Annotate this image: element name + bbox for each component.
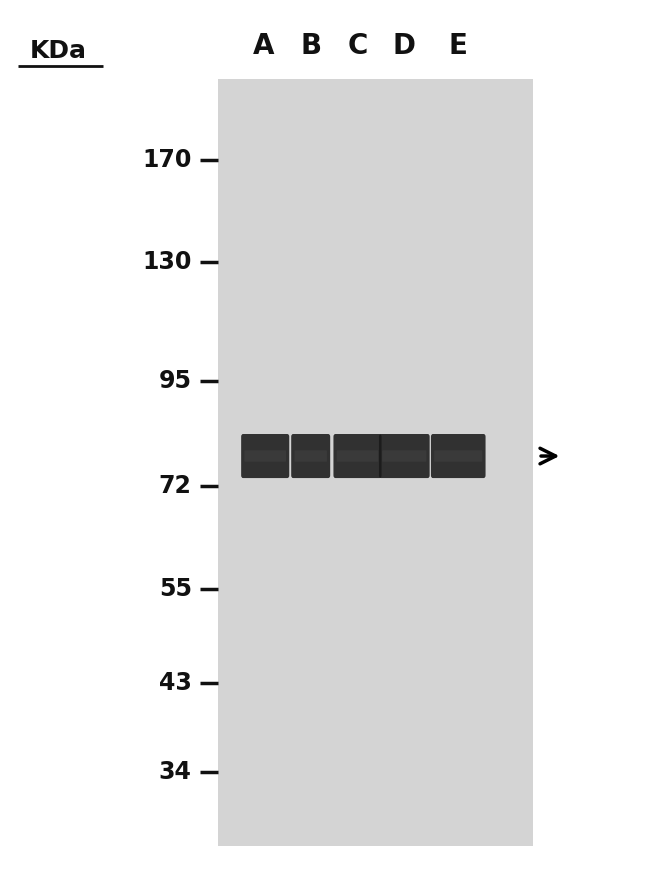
FancyBboxPatch shape <box>382 450 426 462</box>
Text: 43: 43 <box>159 670 192 694</box>
Text: KDa: KDa <box>30 40 87 63</box>
FancyBboxPatch shape <box>337 450 378 462</box>
Bar <box>218 79 533 846</box>
Text: 55: 55 <box>159 577 192 601</box>
FancyBboxPatch shape <box>434 450 482 462</box>
Text: D: D <box>393 32 416 60</box>
FancyBboxPatch shape <box>291 434 330 478</box>
Text: C: C <box>347 32 368 60</box>
Text: 130: 130 <box>142 249 192 274</box>
FancyBboxPatch shape <box>333 434 382 478</box>
Text: E: E <box>448 32 468 60</box>
Text: A: A <box>252 32 274 60</box>
Text: 95: 95 <box>159 369 192 393</box>
FancyBboxPatch shape <box>241 434 289 478</box>
Text: B: B <box>300 32 321 60</box>
FancyBboxPatch shape <box>294 450 327 462</box>
FancyBboxPatch shape <box>244 450 286 462</box>
Text: 34: 34 <box>159 760 192 784</box>
FancyBboxPatch shape <box>431 434 486 478</box>
Text: 72: 72 <box>159 475 192 499</box>
Text: 170: 170 <box>142 148 192 172</box>
FancyBboxPatch shape <box>379 434 430 478</box>
